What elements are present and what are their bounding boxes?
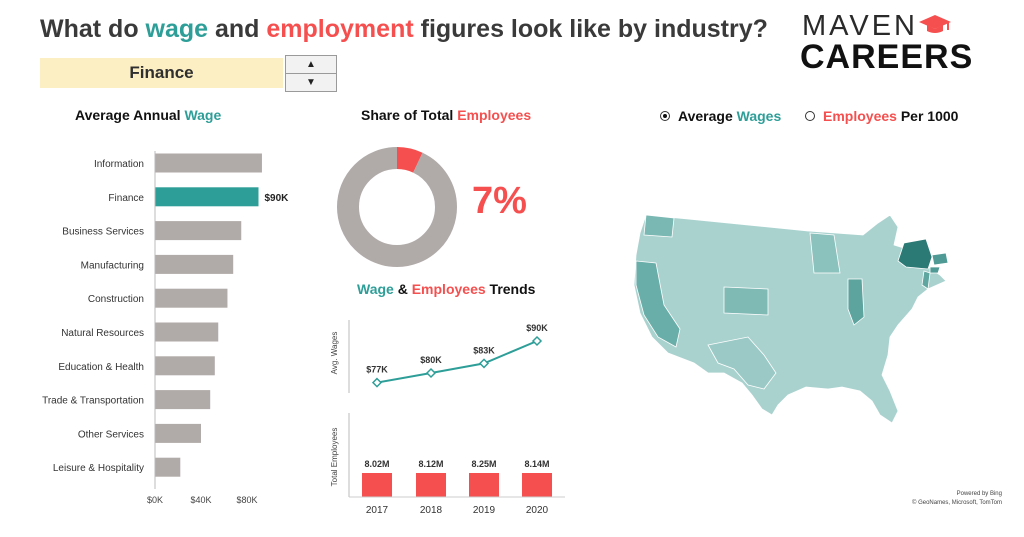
emp-trend-bar xyxy=(416,473,446,497)
wage-trend-point xyxy=(371,377,383,388)
category-label-natural-resources: Natural Resources xyxy=(61,328,144,339)
year-label: 2019 xyxy=(473,505,496,516)
radio-average-wages-label: Average Wages xyxy=(678,108,782,124)
donut-slice-other xyxy=(337,147,457,267)
state-colorado[interactable] xyxy=(723,286,769,316)
wage-trend-point xyxy=(425,367,437,379)
wage-trend-label: $83K xyxy=(473,345,495,355)
state-california[interactable] xyxy=(635,260,681,348)
emp-trend-bar xyxy=(362,473,392,497)
radio-average-wages[interactable]: Average Wages xyxy=(660,108,800,126)
wage-bar-education-health xyxy=(155,356,215,376)
state-illinois[interactable] xyxy=(847,278,865,326)
share-value: 7% xyxy=(472,180,527,222)
trends-title: Wage & Employees Trends xyxy=(357,281,536,297)
emp-trend-bar xyxy=(522,473,552,497)
wage-bar-business-services xyxy=(155,221,242,241)
state-massachusetts[interactable] xyxy=(931,252,949,266)
wage-bar-natural-resources xyxy=(155,322,219,342)
us-map-base xyxy=(633,214,947,424)
employee-share-donut xyxy=(337,147,457,267)
logo-text-bottom: CAREERS xyxy=(800,38,974,76)
emp-trend-label: 8.25M xyxy=(471,459,496,469)
wage-bar-chart: Information Finance $90K Business Services M… xyxy=(42,151,290,505)
radio-employees-per-1000[interactable]: Employees Per 1000 xyxy=(805,108,965,126)
year-label: 2017 xyxy=(366,505,389,516)
wage-bar-trade-transportation xyxy=(155,390,211,410)
category-label-leisure-hospitality: Leisure & Hospitality xyxy=(53,463,144,474)
wage-bar-manufacturing xyxy=(155,254,234,274)
spinner-down-button[interactable]: ▼ xyxy=(285,73,337,92)
category-label-manufacturing: Manufacturing xyxy=(81,260,144,271)
wage-trend-point xyxy=(531,335,543,347)
emp-trend-label: 8.12M xyxy=(418,459,443,469)
radio-employees-label: Employees Per 1000 xyxy=(823,108,959,124)
emp-trend-label: 8.02M xyxy=(364,459,389,469)
state-new-york[interactable] xyxy=(897,238,933,270)
wage-axis-title: Avg. Wages xyxy=(330,332,339,375)
wage-trend-line xyxy=(376,340,538,384)
wage-tick-label: $40K xyxy=(190,495,211,505)
wage-trend-label: $80K xyxy=(420,355,442,365)
year-label: 2018 xyxy=(420,505,443,516)
wage-value-label: $90K xyxy=(265,193,290,204)
state-washington[interactable] xyxy=(643,214,675,238)
spinner-up-button[interactable]: ▲ xyxy=(285,55,337,74)
wage-panel-title: Average Annual Wage xyxy=(75,107,222,123)
radio-selected-icon xyxy=(660,111,670,121)
wage-bar-information xyxy=(155,153,262,173)
wage-bar-leisure-hospitality xyxy=(155,457,181,477)
share-panel-title: Share of Total Employees xyxy=(361,107,532,123)
emp-axis-title: Total Employees xyxy=(330,428,339,487)
category-label-trade-transportation: Trade & Transportation xyxy=(42,396,144,407)
category-label-education-health: Education & Health xyxy=(58,362,144,373)
state-minnesota[interactable] xyxy=(809,232,841,274)
emp-trend-bar xyxy=(469,473,499,497)
state-connecticut[interactable] xyxy=(929,266,941,274)
map-attribution: Powered by Bing © GeoNames, Microsoft, To… xyxy=(892,490,1002,508)
state-new-jersey[interactable] xyxy=(921,270,931,290)
wage-bar-other-services xyxy=(155,423,201,443)
wage-bar-construction xyxy=(155,288,228,308)
state-texas[interactable] xyxy=(707,336,777,390)
radio-unselected-icon xyxy=(805,111,815,121)
industry-selector[interactable]: Finance xyxy=(40,58,283,88)
wage-trend-point xyxy=(478,358,490,369)
category-label-finance: Finance xyxy=(108,193,144,204)
wage-trend-label: $90K xyxy=(526,323,548,333)
wage-trend-label: $77K xyxy=(366,365,388,375)
wage-bar-finance xyxy=(155,187,259,207)
page-title: What do wage and employment figures look… xyxy=(40,15,768,43)
map-attribution-line-1: Powered by Bing xyxy=(956,491,1002,497)
category-label-business-services: Business Services xyxy=(62,227,144,238)
emp-trend-label: 8.14M xyxy=(524,459,549,469)
graduation-cap-icon xyxy=(919,15,951,33)
trend-charts: Avg. Wages Total Employees $77K $80K $83K $90… xyxy=(330,320,565,516)
category-label-information: Information xyxy=(94,159,144,170)
year-label: 2020 xyxy=(526,505,549,516)
wage-tick-label: $0K xyxy=(147,495,163,505)
category-label-other-services: Other Services xyxy=(78,429,144,440)
category-label-construction: Construction xyxy=(88,294,144,305)
logo-text-top: MAVEN xyxy=(802,10,918,42)
map-attribution-line-2: © GeoNames, Microsoft, TomTom xyxy=(912,500,1002,506)
us-map[interactable] xyxy=(628,205,958,430)
wage-tick-label: $80K xyxy=(236,495,257,505)
